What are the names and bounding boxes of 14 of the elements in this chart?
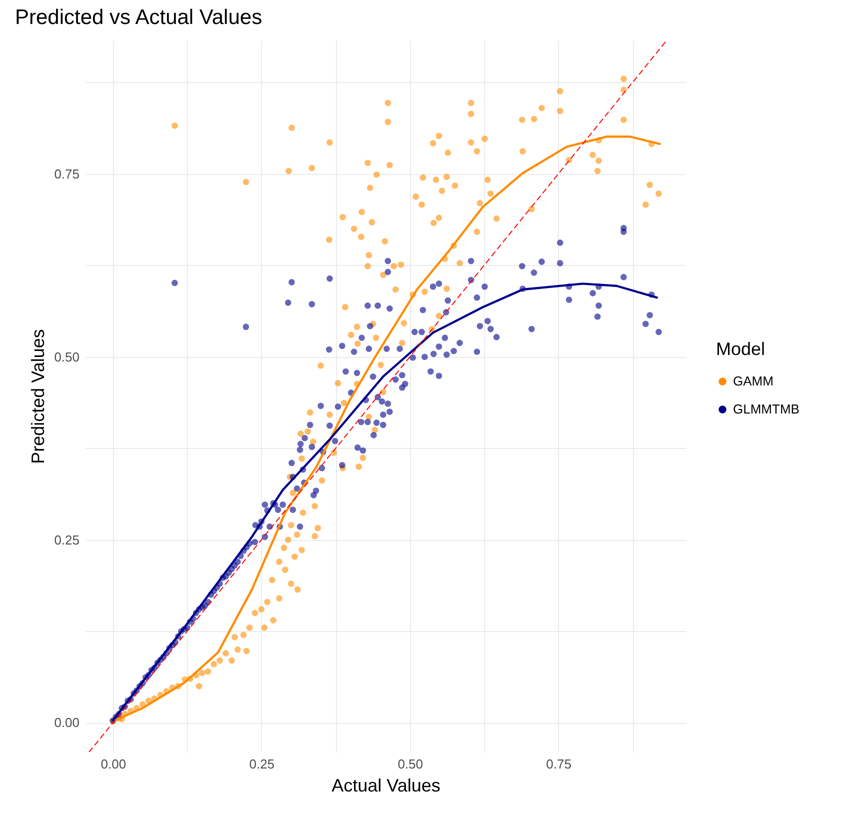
y-tick-label: 0.25 <box>54 532 80 548</box>
x-tick-label: 0.25 <box>249 756 275 772</box>
x-tick-label: 0.00 <box>100 756 126 772</box>
legend-label: GLMMTMB <box>733 402 800 416</box>
x-tick-label: 0.50 <box>398 756 424 772</box>
legend-label: GAMM <box>733 374 774 388</box>
y-tick-label: 0.50 <box>54 349 80 364</box>
legend-title: Model <box>716 339 766 359</box>
x-axis-title: Actual Values <box>332 776 440 796</box>
y-tick-label: 0.75 <box>54 166 80 182</box>
chart-title: Predicted vs Actual Values <box>15 6 262 29</box>
y-axis-title: Predicted Values <box>28 329 48 464</box>
y-tick-label: 0.00 <box>54 715 80 730</box>
x-tick-label: 0.75 <box>546 756 572 772</box>
